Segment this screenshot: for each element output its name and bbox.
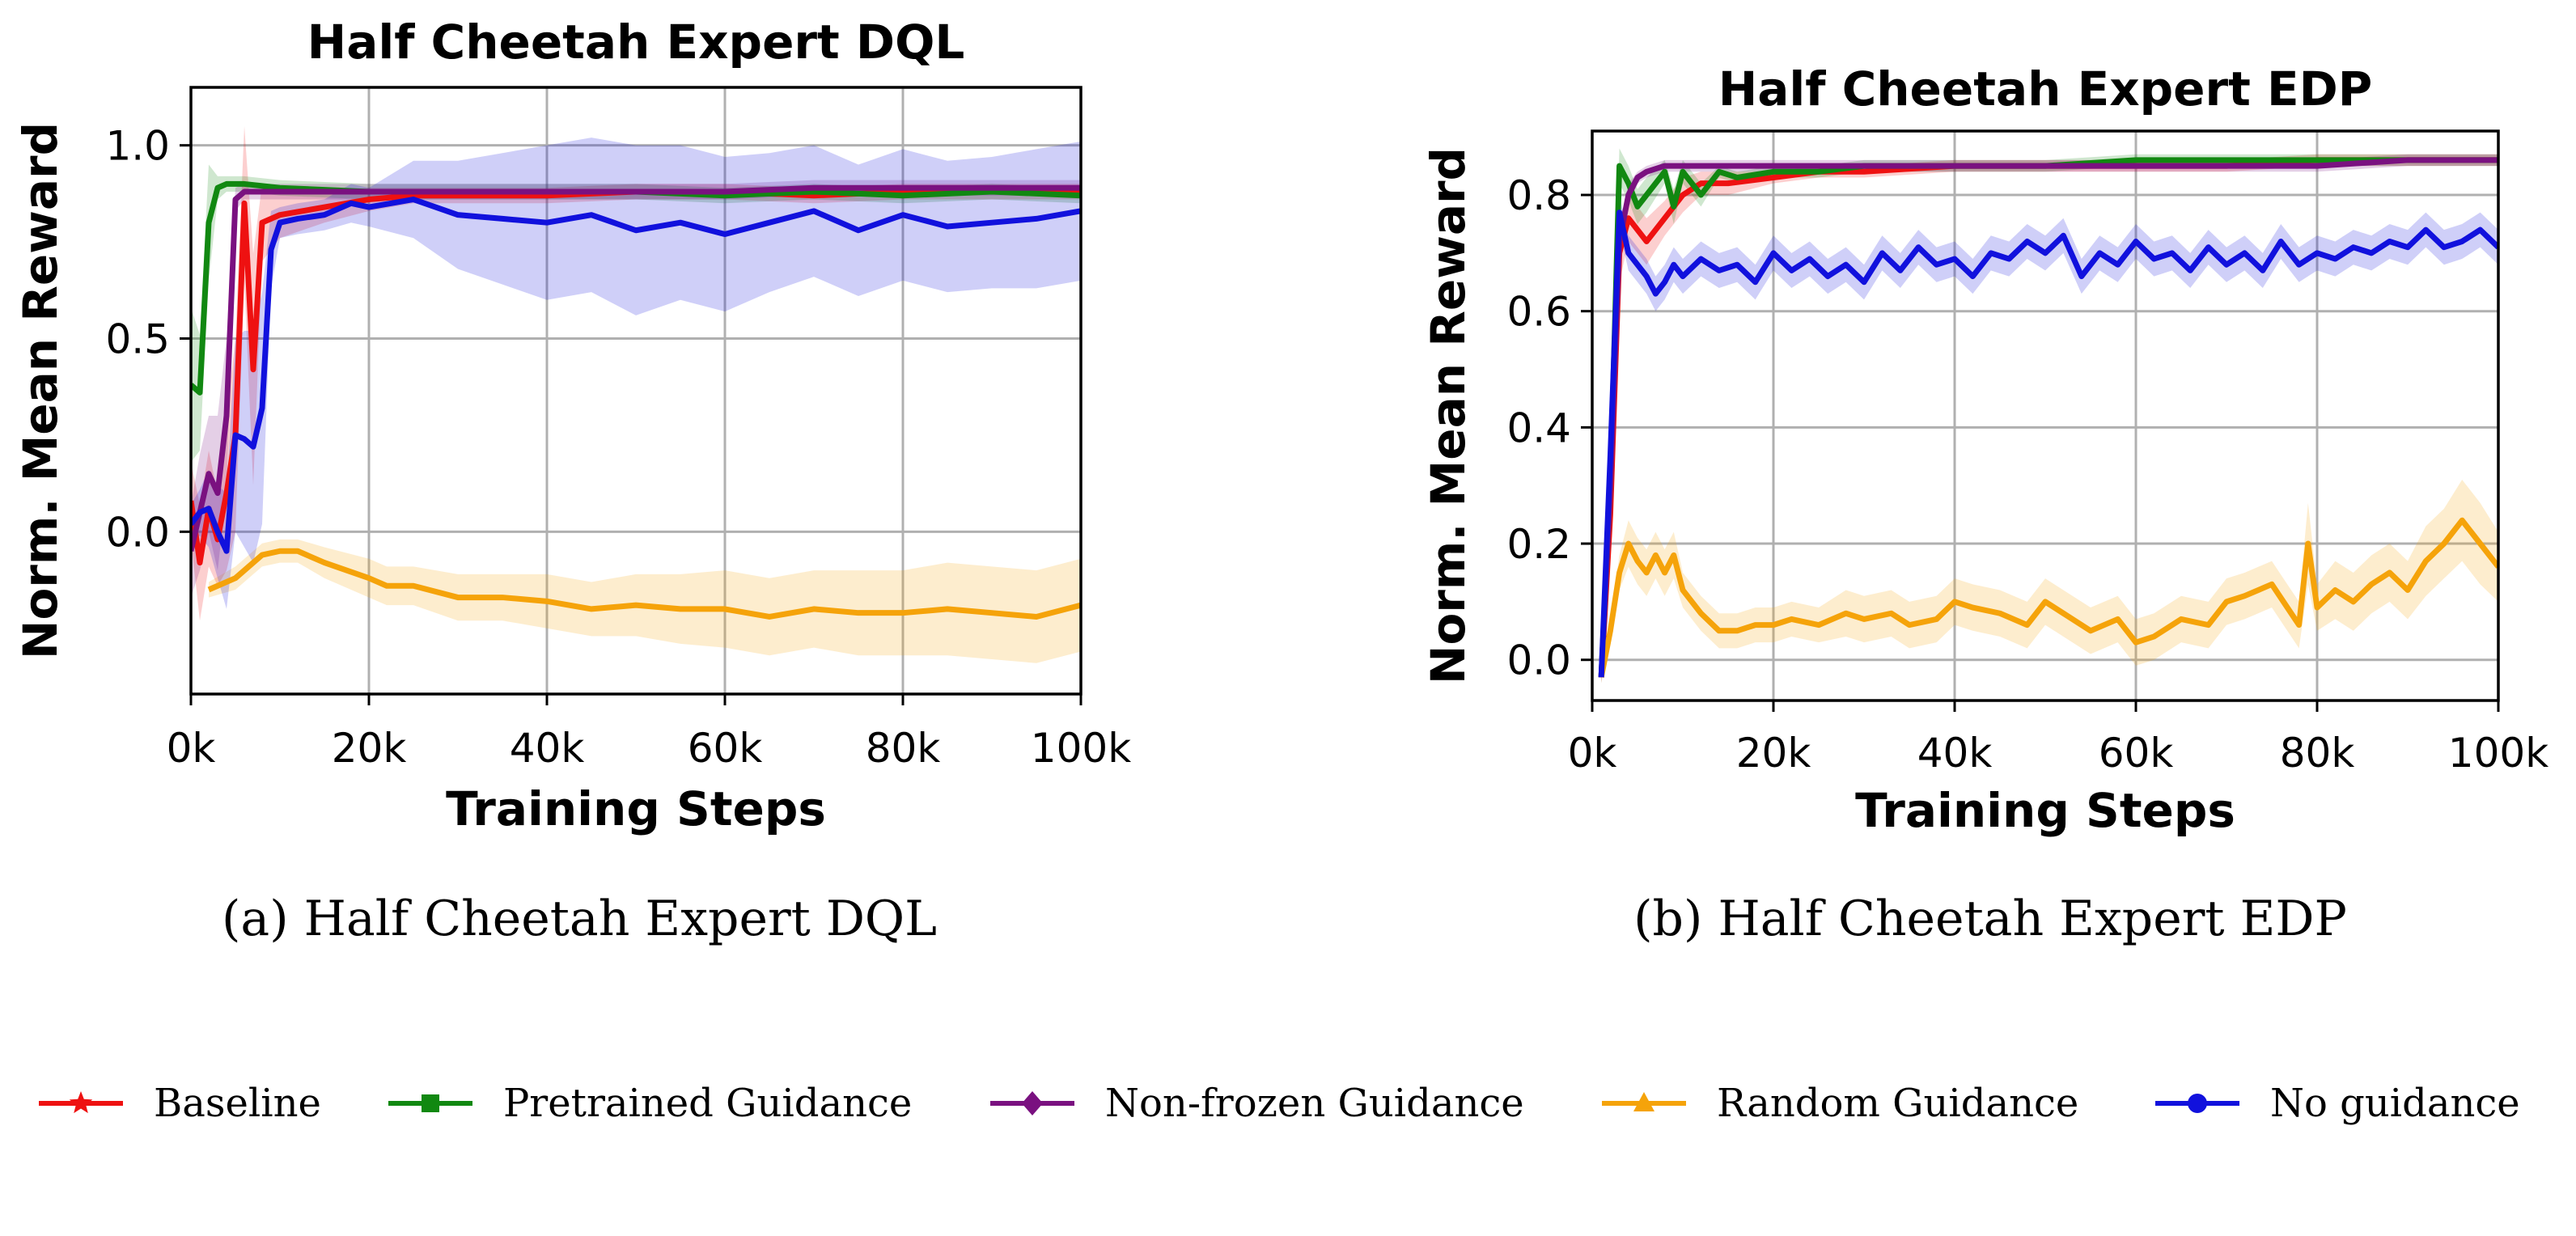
y-tick-label: 0.4 (1506, 404, 1571, 451)
legend-marker-star (69, 1091, 93, 1114)
y-tick-label: 0.0 (105, 509, 170, 556)
x-tick-label: 0k (167, 725, 216, 772)
subfigure-caption: (a) Half Cheetah Expert DQL (222, 891, 937, 947)
series-band-no-guidance (191, 138, 1081, 609)
y-tick-label: 0.6 (1506, 289, 1571, 336)
x-tick-label: 100k (2448, 730, 2548, 777)
chart-half-cheetah-edp: 0k 20k 40k 60k 80k 100k 0.0 0.2 0.4 0.6 0.8 Half Ch… (1421, 61, 2548, 947)
axes-frame (189, 86, 1083, 696)
legend-label: Baseline (154, 1081, 321, 1126)
x-axis-label: Training Steps (1855, 783, 2235, 838)
x-tick-label: 80k (2280, 730, 2355, 777)
x-tick-label: 0k (1568, 730, 1617, 777)
legend-item-baseline: Baseline (39, 1081, 321, 1126)
y-axis-label: Norm. Mean Reward (13, 122, 68, 659)
chart-title: Half Cheetah Expert DQL (307, 15, 965, 70)
chart-half-cheetah-dql: 0k 20k 40k 60k 80k 100k 0.0 0.5 1.0 Half Cheetah … (13, 15, 1131, 947)
y-tick-label: 0.0 (1506, 637, 1571, 684)
series-line-random-guidance (1598, 517, 2498, 678)
y-tick-label: 0.5 (105, 316, 170, 363)
legend-label: Random Guidance (1717, 1081, 2078, 1126)
axes-frame (1591, 129, 2500, 702)
legend-marker-circle (2188, 1094, 2207, 1113)
legend-item-no-guidance: No guidance (2155, 1081, 2520, 1126)
plot-area (191, 125, 1081, 663)
legend-item-random-guidance: Random Guidance (1602, 1081, 2078, 1126)
plot-area (1598, 148, 2498, 684)
legend-label: Non-frozen Guidance (1105, 1081, 1524, 1126)
y-tick-label: 1.0 (105, 123, 170, 170)
subfigure-caption: (b) Half Cheetah Expert EDP (1633, 891, 2347, 947)
series-line-non-frozen-guidance (1598, 157, 2498, 678)
x-tick-label: 60k (2099, 730, 2174, 777)
legend-item-pretrained-guidance: Pretrained Guidance (388, 1081, 912, 1126)
series-line-non-frozen-guidance (191, 184, 1081, 552)
x-tick-label: 100k (1031, 725, 1131, 772)
x-tick-label: 40k (510, 725, 585, 772)
series-line-no-guidance (191, 197, 1081, 554)
y-tick-label: 0.8 (1506, 172, 1571, 219)
series-band-random-guidance (209, 539, 1081, 663)
series-line-pretrained-guidance (1598, 157, 2498, 678)
x-tick-label: 80k (866, 725, 941, 772)
x-tick-label: 40k (1917, 730, 1993, 777)
series-line-no-guidance (1598, 210, 2498, 678)
legend: Baseline Pretrained Guidance Non-frozen Gu… (39, 1081, 2520, 1126)
legend-label: No guidance (2270, 1081, 2520, 1126)
legend-item-non-frozen-guidance: Non-frozen Guidance (990, 1081, 1524, 1126)
y-tick-label: 0.2 (1506, 521, 1571, 568)
x-tick-label: 60k (688, 725, 763, 772)
legend-marker-diamond (1022, 1091, 1043, 1115)
x-axis-label: Training Steps (446, 781, 826, 836)
legend-marker-square (422, 1094, 439, 1112)
x-tick-label: 20k (1736, 730, 1811, 777)
series-band-random-guidance (1601, 480, 2498, 684)
legend-marker-triangle (1633, 1092, 1654, 1111)
series-line-random-guidance (207, 548, 1081, 620)
legend-label: Pretrained Guidance (503, 1081, 912, 1126)
y-axis-label: Norm. Mean Reward (1421, 147, 1476, 684)
x-tick-label: 20k (332, 725, 407, 772)
chart-title: Half Cheetah Expert EDP (1718, 61, 2373, 116)
